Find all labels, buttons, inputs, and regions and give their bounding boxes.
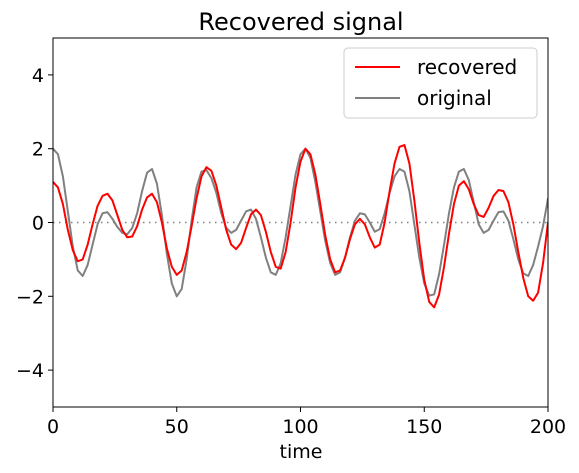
y-axis: −4 −2 0 2 4 xyxy=(16,65,53,382)
legend-box xyxy=(343,47,538,119)
series-line-recovered xyxy=(53,144,548,309)
x-tick-label: 50 xyxy=(165,416,189,438)
x-tick-label: 150 xyxy=(406,416,442,438)
y-tick-label: −2 xyxy=(16,286,44,308)
chart-title: Recovered signal xyxy=(198,8,403,36)
x-tick-label: 100 xyxy=(282,416,318,438)
series-line-original xyxy=(53,147,548,298)
x-axis-label: time xyxy=(280,441,323,463)
x-axis: 0 50 100 150 200 xyxy=(47,407,566,438)
y-tick-label: 4 xyxy=(32,65,44,87)
legend: recovered original xyxy=(343,47,538,119)
y-tick-label: 2 xyxy=(32,139,44,161)
x-tick-label: 200 xyxy=(530,416,566,438)
y-tick-label: −4 xyxy=(16,360,44,382)
series-layer xyxy=(53,144,548,309)
legend-label-original: original xyxy=(417,86,492,110)
x-tick-label: 0 xyxy=(47,416,59,438)
y-tick-label: 0 xyxy=(32,213,44,235)
legend-label-recovered: recovered xyxy=(417,55,517,79)
